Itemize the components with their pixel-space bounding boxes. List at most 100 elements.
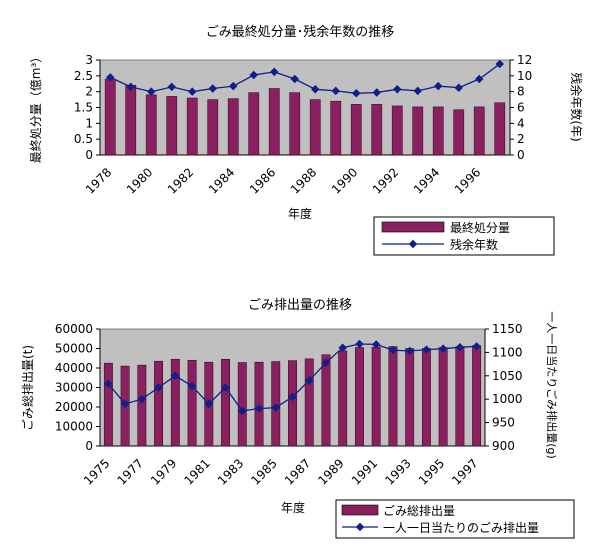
bar — [125, 85, 137, 156]
x-tick-label: 1979 — [148, 456, 179, 487]
bar — [104, 78, 116, 156]
series-point — [454, 83, 463, 92]
bar — [453, 109, 465, 156]
bar — [103, 362, 113, 447]
x-tick-label: 1982 — [165, 165, 196, 196]
bar — [154, 360, 164, 447]
chart-2-legend-line-label: 一人一日当たりのごみ排出量 — [383, 520, 539, 535]
bar — [186, 97, 198, 156]
bar — [350, 104, 362, 156]
y-right-tick-label: 1050 — [492, 369, 523, 383]
y-left-tick-label: 30000 — [55, 381, 93, 395]
x-tick-label: 1990 — [329, 165, 360, 196]
y-left-tick-label: 40000 — [55, 361, 93, 375]
bar — [438, 347, 448, 447]
x-tick-label: 1991 — [349, 456, 380, 487]
y-right-tick-label: 12 — [517, 53, 532, 67]
x-tick-label: 1996 — [452, 165, 483, 196]
y-left-tick-label: 3 — [85, 53, 93, 67]
series-point — [304, 376, 314, 385]
bar — [412, 106, 424, 156]
bar — [330, 100, 342, 156]
series-point — [271, 403, 281, 412]
bar — [472, 345, 482, 447]
series-point — [120, 399, 130, 409]
series-point — [338, 343, 347, 352]
x-tick-label: 1994 — [411, 165, 442, 196]
y-right-tick-label: 1100 — [492, 345, 523, 359]
bar — [166, 96, 178, 156]
chart-1-xlabel: 年度 — [288, 206, 312, 221]
x-tick-label: 1995 — [416, 456, 447, 487]
bar — [455, 346, 465, 447]
series-point — [254, 404, 264, 413]
series-point — [126, 82, 135, 92]
series-point — [438, 344, 448, 353]
chart-2-legend: ごみ総排出量 一人一日当たりのごみ排出量 — [335, 499, 575, 539]
series-point — [422, 345, 431, 354]
chart-1-legend-line-label: 残余年数 — [450, 237, 498, 252]
chart-1-legend-bar-label: 最終処分量 — [450, 220, 510, 235]
bar — [187, 359, 197, 447]
y-left-tick-label: 50000 — [55, 342, 93, 356]
bar — [237, 362, 247, 447]
bar — [304, 358, 314, 447]
chart-1-ylabel-left: 最終処分量（億m³） — [28, 51, 43, 164]
chart-2-legend-marker — [355, 522, 365, 532]
y-left-tick-label: 0 — [85, 148, 93, 162]
x-tick-label: 1987 — [282, 456, 313, 487]
chart-2-ylabel-right: 一人一日当たりごみ排出量(g) — [545, 311, 559, 459]
series-point — [137, 394, 147, 404]
series-point — [208, 84, 217, 93]
y-right-tick-label: 950 — [492, 416, 515, 430]
y-left-tick-label: 2.5 — [74, 69, 93, 83]
series-point — [352, 89, 361, 98]
series-point — [355, 339, 364, 349]
series-point — [372, 88, 381, 97]
bar — [391, 105, 403, 156]
bar — [170, 358, 180, 447]
y-right-tick-label: 8 — [517, 85, 525, 99]
y-left-tick-label: 0 — [85, 439, 93, 453]
bar — [371, 346, 381, 447]
series-point — [171, 371, 180, 381]
bar — [248, 92, 260, 156]
series-point — [455, 343, 465, 352]
bar — [321, 354, 331, 447]
y-right-tick-label: 2 — [517, 132, 525, 146]
chart-2-legend-bar-label: ごみ総排出量 — [383, 503, 455, 518]
chart-1-legend: 最終処分量 残余年数 — [373, 216, 555, 256]
y-right-tick-label: 900 — [492, 439, 515, 453]
series-point — [187, 381, 197, 391]
bar — [254, 361, 264, 447]
bar — [137, 364, 147, 447]
x-tick-label: 1989 — [315, 456, 346, 487]
bar — [338, 350, 348, 447]
bar — [221, 358, 230, 447]
bar — [227, 98, 239, 156]
series-point — [413, 86, 422, 96]
x-tick-label: 1992 — [370, 165, 401, 196]
chart-1-plot-area — [99, 59, 511, 156]
bar — [421, 348, 431, 447]
y-left-tick-label: 1.5 — [74, 101, 93, 115]
bar — [432, 106, 444, 156]
series-point — [270, 67, 279, 77]
series-point — [204, 399, 214, 409]
bar — [405, 348, 415, 447]
x-tick-label: 1975 — [81, 456, 112, 487]
bar — [309, 99, 321, 156]
series-point — [434, 81, 443, 91]
series-point — [388, 345, 398, 355]
series-point — [321, 358, 331, 367]
y-left-tick-label: 20000 — [55, 400, 93, 414]
bar — [494, 102, 506, 156]
series-point — [167, 82, 176, 92]
series-point — [472, 342, 481, 351]
chart-2-legend-bar-swatch — [341, 504, 379, 516]
bar — [388, 346, 398, 447]
series-point — [188, 87, 197, 96]
y-left-tick-label: 0.5 — [74, 132, 93, 146]
bar — [473, 106, 485, 156]
